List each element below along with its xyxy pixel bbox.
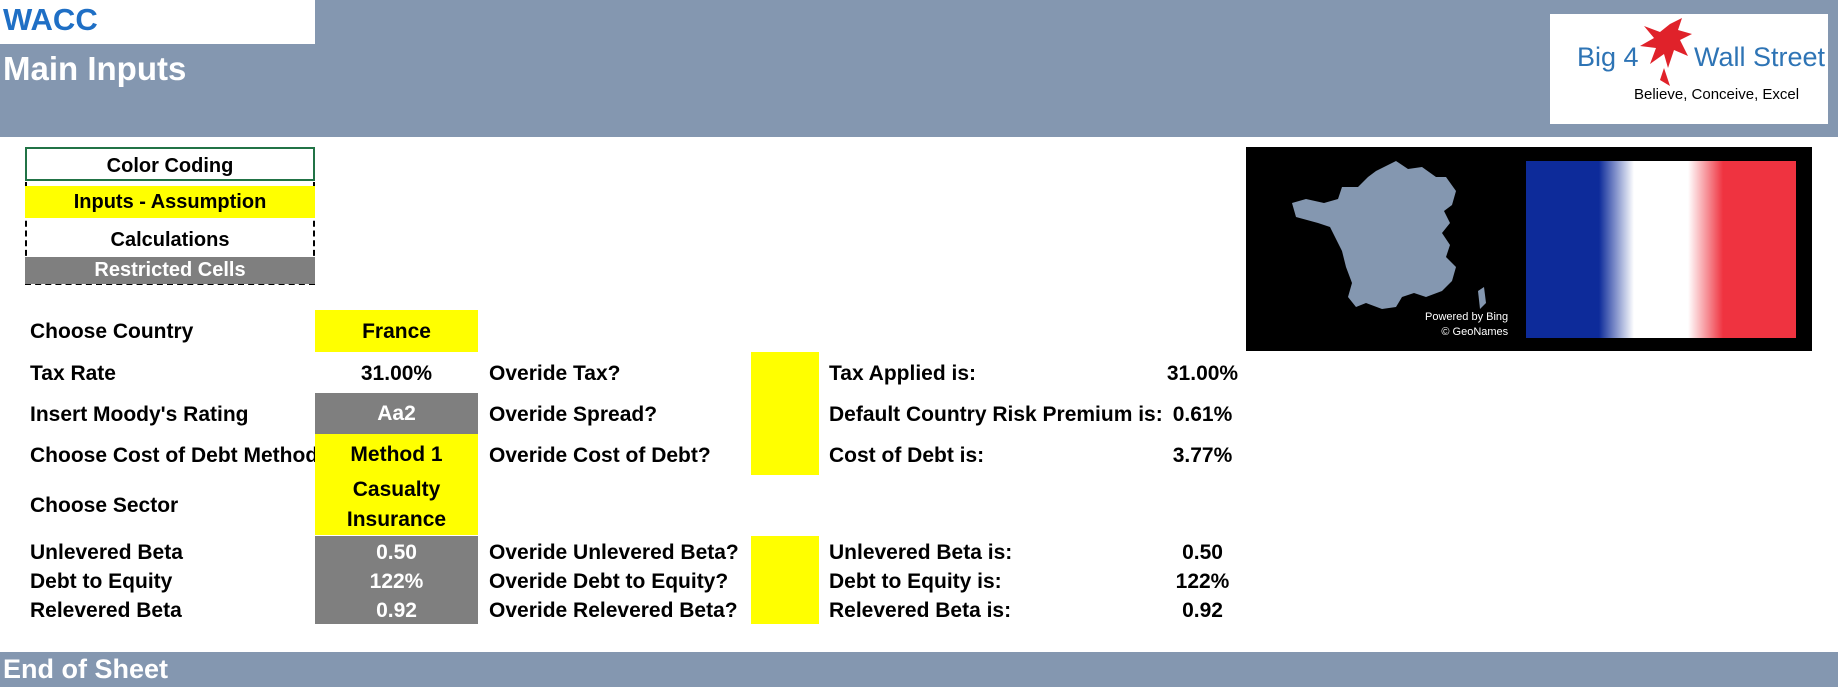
label-tax-applied: Tax Applied is: — [829, 362, 977, 385]
company-logo: Big 4 Wall Street Believe, Conceive, Exc… — [1550, 14, 1828, 124]
value-moodys-rating[interactable]: Aa2 — [315, 393, 478, 434]
value-cost-of-debt: 3.77% — [1172, 444, 1233, 467]
label-unlevered-beta: Unlevered Beta — [30, 541, 183, 564]
value-tax-rate: 31.00% — [360, 362, 433, 385]
label-relevered-beta: Relevered Beta — [30, 599, 182, 622]
footer-bar — [0, 652, 1838, 687]
logo-text-right: Wall Street — [1694, 42, 1826, 72]
end-of-sheet-label: End of Sheet — [3, 654, 169, 684]
input-cost-of-debt-method[interactable]: Method 1 — [315, 434, 478, 475]
title-cell[interactable] — [0, 0, 315, 44]
legend-inputs[interactable]: Inputs - Assumption — [25, 186, 315, 218]
logo-tagline: Believe, Conceive, Excel — [1634, 86, 1800, 103]
color-coding-box — [25, 182, 315, 285]
sheet-title: WACC — [3, 2, 98, 37]
legend-restricted[interactable]: Restricted Cells — [25, 257, 315, 284]
label-tax-rate: Tax Rate — [30, 362, 116, 385]
label-relevered-beta-is: Relevered Beta is: — [829, 599, 1012, 622]
logo-text-left: Big 4 — [1577, 42, 1639, 72]
input-sector[interactable]: Casualty Insurance — [315, 475, 478, 535]
eagle-icon — [1640, 18, 1692, 86]
map-credit-bing: Powered by Bing — [1425, 311, 1509, 323]
sector-line1: Casualty — [352, 478, 441, 501]
value-debt-to-equity[interactable]: 122% — [369, 570, 424, 593]
label-country-risk-premium: Default Country Risk Premium is: — [829, 403, 1163, 426]
value-unlevered-beta[interactable]: 0.50 — [376, 541, 417, 564]
label-override-tax: Overide Tax? — [489, 362, 621, 385]
map-credit: Powered by Bing © GeoNames — [1425, 310, 1508, 340]
label-cost-of-debt-method: Choose Cost of Debt Method — [30, 444, 319, 467]
value-debt-to-equity-result: 122% — [1175, 570, 1230, 593]
label-override-cost-of-debt: Overide Cost of Debt? — [489, 444, 711, 467]
value-tax-applied: 31.00% — [1166, 362, 1239, 385]
label-debt-to-equity: Debt to Equity — [30, 570, 173, 593]
restricted-beta-block — [315, 536, 478, 624]
label-override-spread: Overide Spread? — [489, 403, 658, 426]
label-override-unlevered-beta: Overide Unlevered Beta? — [489, 541, 739, 564]
sector-line2: Insurance — [346, 508, 447, 531]
label-country: Choose Country — [30, 320, 194, 343]
map-credit-geonames: © GeoNames — [1441, 326, 1509, 338]
input-override-block-bottom[interactable] — [751, 536, 819, 624]
label-override-relevered-beta: Overide Relevered Beta? — [489, 599, 738, 622]
label-cost-of-debt-is: Cost of Debt is: — [829, 444, 985, 467]
input-override-block-top[interactable] — [751, 352, 819, 475]
input-country[interactable]: France — [315, 310, 478, 352]
label-sector: Choose Sector — [30, 494, 179, 517]
value-relevered-beta-result: 0.92 — [1182, 599, 1223, 622]
label-unlevered-beta-is: Unlevered Beta is: — [829, 541, 1013, 564]
value-unlevered-beta-result: 0.50 — [1182, 541, 1223, 564]
value-country-risk-premium: 0.61% — [1172, 403, 1233, 426]
legend-calculations[interactable]: Calculations — [110, 229, 230, 251]
france-flag — [1526, 161, 1796, 338]
france-map — [1292, 161, 1486, 309]
label-debt-to-equity-is: Debt to Equity is: — [829, 570, 1002, 593]
color-coding-title[interactable]: Color Coding — [25, 147, 315, 181]
value-relevered-beta[interactable]: 0.92 — [376, 599, 417, 622]
label-override-debt-to-equity: Overide Debt to Equity? — [489, 570, 729, 593]
label-moodys-rating: Insert Moody's Rating — [30, 403, 249, 426]
sheet-subtitle: Main Inputs — [3, 50, 187, 87]
